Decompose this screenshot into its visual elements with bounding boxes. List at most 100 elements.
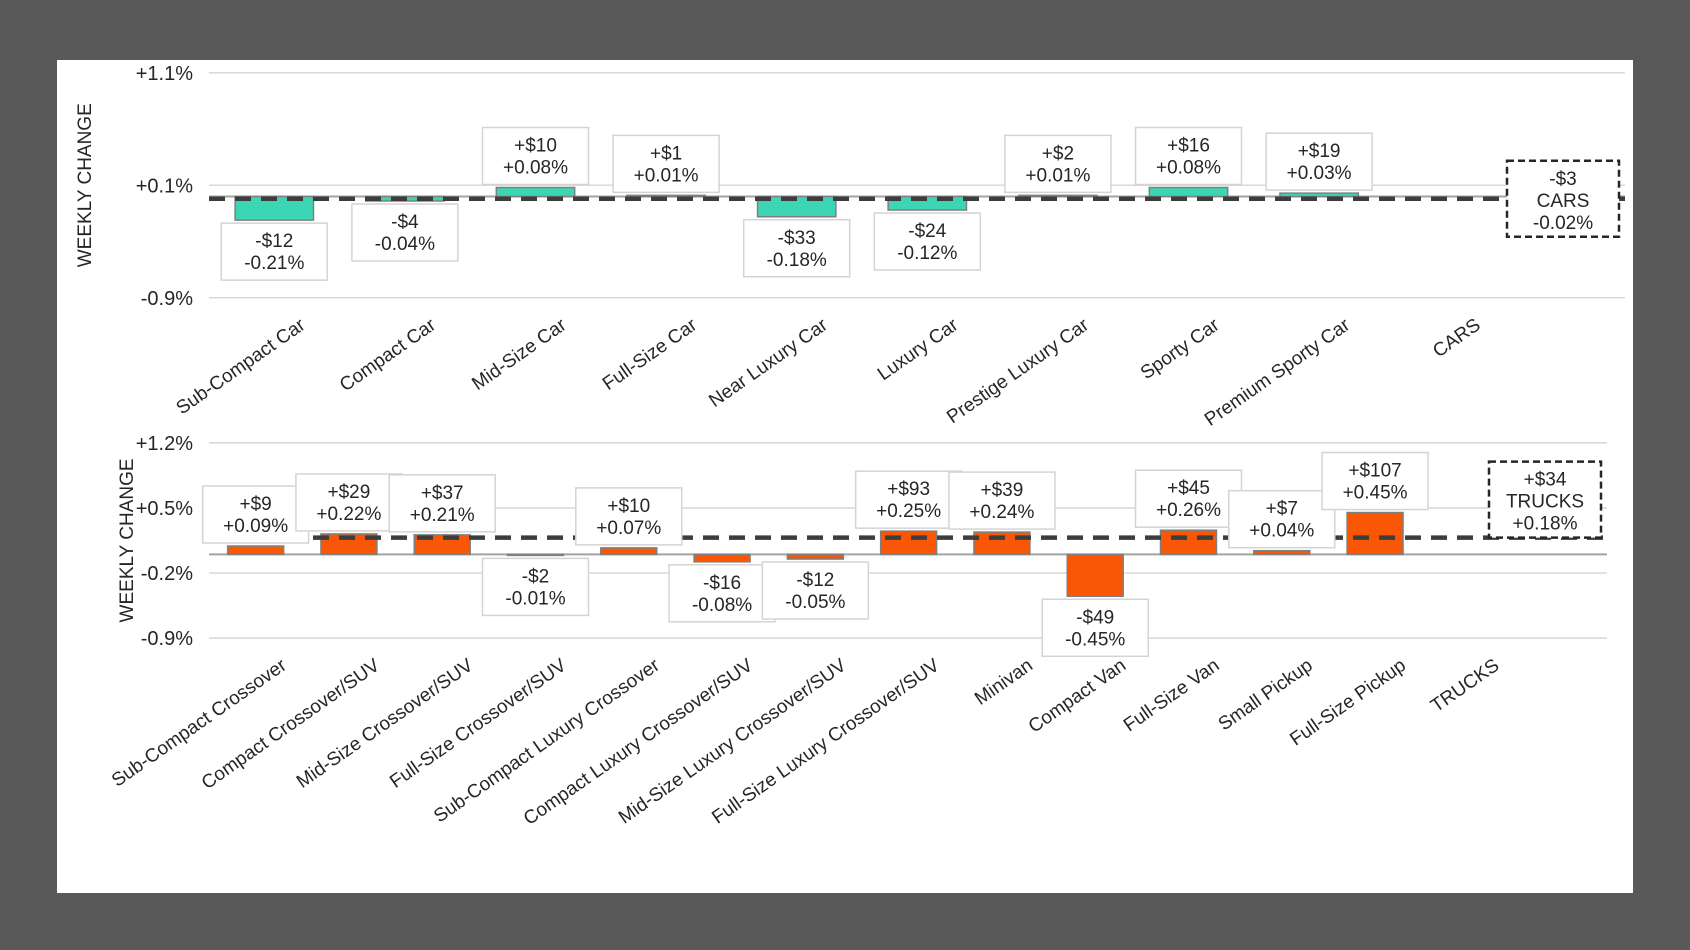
value-label-dollar-mid-size-luxury-crossover-suv: -$12: [796, 570, 834, 591]
category-label-prestige-luxury-car: Prestige Luxury Car: [943, 314, 1093, 428]
value-label-pct-sporty-car: +0.08%: [1156, 158, 1221, 179]
average-box-line-cars-2: -0.02%: [1533, 213, 1593, 234]
value-label-dollar-compact-van: -$49: [1076, 607, 1114, 628]
average-box-line-cars-1: CARS: [1537, 191, 1590, 212]
value-label-pct-full-size-crossover-suv: -0.01%: [505, 588, 565, 609]
value-label-box-small-pickup: [1228, 489, 1336, 549]
value-label-dollar-sporty-car: +$16: [1167, 136, 1210, 157]
value-label-pct-sub-compact-car: -0.21%: [244, 253, 304, 274]
category-label-sporty-car: Sporty Car: [1137, 314, 1224, 384]
average-box-trucks: [1487, 460, 1603, 539]
value-label-pct-full-size-van: +0.26%: [1156, 500, 1221, 521]
value-label-pct-sub-compact-crossover: +0.09%: [223, 516, 288, 537]
bar-full-size-car: [626, 194, 707, 198]
value-label-dollar-prestige-luxury-car: +$2: [1042, 143, 1074, 164]
value-label-box-full-size-pickup: [1321, 451, 1429, 511]
value-label-box-mid-size-car: [481, 126, 590, 186]
bar-full-size-van: [1159, 529, 1218, 556]
y-tick-label-cars-1-1: +1.1%: [136, 63, 193, 85]
category-label-luxury-car: Luxury Car: [874, 314, 963, 385]
category-label-minivan: Minivan: [971, 655, 1037, 710]
value-label-dollar-sub-compact-car: -$12: [255, 231, 293, 252]
category-label-compact-car: Compact Car: [336, 314, 440, 396]
category-label-trucks: TRUCKS: [1427, 655, 1503, 717]
value-label-dollar-mid-size-crossover-suv: +$37: [421, 483, 464, 504]
bar-sporty-car: [1148, 186, 1229, 198]
bar-mid-size-luxury-crossover-suv: [786, 553, 845, 560]
value-label-box-full-size-crossover-suv: [481, 557, 590, 617]
value-label-dollar-mid-size-car: +$10: [514, 136, 557, 157]
value-label-pct-full-size-pickup: +0.45%: [1343, 483, 1408, 504]
value-label-box-luxury-car: [873, 212, 982, 271]
chart-panel: +1.1% +0.1% -0.9% WEEKLY CHANGE -$12 -0.21% -$…: [57, 60, 1633, 893]
value-label-pct-compact-luxury-crossover-suv: -0.08%: [692, 595, 752, 616]
value-label-pct-compact-car: -0.04%: [375, 234, 435, 255]
y-tick-label-trucks-0-9: -0.9%: [141, 628, 193, 650]
value-label-dollar-full-size-crossover-suv: -$2: [522, 566, 549, 587]
bar-small-pickup: [1253, 549, 1311, 556]
average-box-line-trucks-2: +0.18%: [1513, 514, 1578, 535]
value-label-dollar-full-size-car: +$1: [650, 143, 682, 164]
y-tick-label-trucks-1-2: +1.2%: [136, 433, 193, 455]
category-label-sub-compact-car: Sub-Compact Car: [173, 314, 310, 419]
value-label-box-mid-size-crossover-suv: [388, 474, 496, 533]
bar-prestige-luxury-car: [1017, 194, 1098, 198]
value-label-dollar-full-size-van: +$45: [1167, 478, 1210, 499]
value-label-pct-near-luxury-car: -0.18%: [767, 250, 827, 271]
value-label-box-sub-compact-car: [220, 222, 329, 281]
average-box-line-trucks-1: TRUCKS: [1506, 492, 1584, 513]
value-label-box-mid-size-luxury-crossover-suv: [761, 561, 870, 620]
value-label-pct-prestige-luxury-car: +0.01%: [1025, 165, 1090, 186]
bar-full-size-luxury-crossover-suv: [879, 530, 938, 556]
value-label-dollar-compact-car: -$4: [391, 212, 419, 233]
category-label-sub-compact-crossover: Sub-Compact Crossover: [108, 655, 291, 792]
bar-mid-size-car: [495, 186, 576, 198]
bar-full-size-crossover-suv: [506, 553, 565, 557]
bar-compact-van: [1066, 553, 1124, 597]
value-label-box-sub-compact-luxury-crossover: [575, 487, 683, 546]
value-label-dollar-full-size-luxury-crossover-suv: +$93: [887, 479, 930, 500]
average-box-line-trucks-0: +$34: [1524, 470, 1567, 491]
value-label-box-compact-van: [1041, 598, 1149, 657]
value-label-pct-full-size-car: +0.01%: [634, 165, 699, 186]
category-label-full-size-van: Full-Size Van: [1120, 655, 1223, 736]
category-label-compact-van: Compact Van: [1025, 655, 1130, 737]
value-label-dollar-near-luxury-car: -$33: [778, 228, 816, 249]
value-label-box-compact-car: [351, 203, 459, 262]
bar-full-size-pickup: [1346, 511, 1404, 556]
value-label-pct-premium-sporty-car: +0.03%: [1287, 163, 1352, 184]
category-label-premium-sporty-car: Premium Sporty Car: [1201, 314, 1355, 430]
value-label-pct-mid-size-crossover-suv: +0.21%: [410, 505, 475, 526]
category-label-compact-crossover-suv: Compact Crossover/SUV: [198, 655, 384, 794]
value-label-pct-minivan: +0.24%: [969, 502, 1034, 523]
y-axis-title-trucks: WEEKLY CHANGE: [117, 458, 138, 622]
value-label-dollar-premium-sporty-car: +$19: [1298, 141, 1341, 162]
y-tick-label-trucks-0-5: +0.5%: [136, 498, 193, 520]
bar-sub-compact-luxury-crossover: [600, 547, 658, 556]
average-box-cars: [1505, 159, 1621, 238]
value-label-pct-full-size-luxury-crossover-suv: +0.25%: [876, 501, 941, 522]
y-axis-title-cars: WEEKLY CHANGE: [75, 103, 96, 267]
value-label-box-compact-crossover-suv: [295, 473, 403, 532]
value-label-box-sporty-car: [1134, 126, 1243, 186]
value-label-dollar-sub-compact-crossover: +$9: [240, 494, 272, 515]
value-label-box-compact-luxury-crossover-suv: [668, 564, 776, 623]
value-label-pct-small-pickup: +0.04%: [1249, 521, 1314, 542]
value-label-box-near-luxury-car: [742, 219, 851, 278]
category-label-mid-size-car: Mid-Size Car: [468, 314, 571, 395]
category-label-mid-size-crossover-suv: Mid-Size Crossover/SUV: [293, 655, 477, 793]
value-label-dollar-luxury-car: -$24: [908, 221, 946, 242]
bar-premium-sporty-car: [1279, 192, 1360, 198]
value-label-box-sub-compact-crossover: [201, 485, 310, 544]
category-label-cars: CARS: [1429, 315, 1484, 362]
value-label-pct-compact-van: -0.45%: [1065, 629, 1125, 650]
value-label-pct-luxury-car: -0.12%: [897, 243, 957, 264]
value-label-dollar-sub-compact-luxury-crossover: +$10: [607, 496, 650, 517]
bar-compact-crossover-suv: [320, 533, 378, 556]
average-box-line-cars-0: -$3: [1549, 169, 1576, 190]
value-label-box-full-size-luxury-crossover-suv: [854, 470, 963, 529]
value-label-dollar-compact-crossover-suv: +$29: [328, 482, 371, 503]
y-tick-label-cars-0-9: -0.9%: [141, 288, 193, 310]
y-tick-label-cars-0-1: +0.1%: [136, 175, 193, 197]
